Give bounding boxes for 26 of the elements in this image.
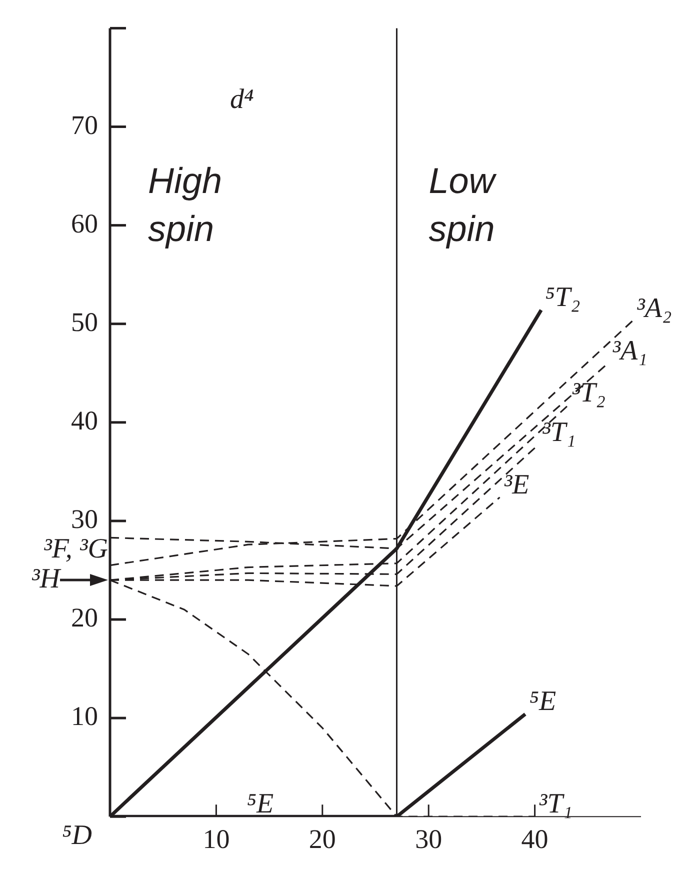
annotation: ⁵D	[62, 820, 92, 851]
y-tick-label: 50	[71, 306, 98, 337]
text: d⁴	[230, 84, 254, 116]
annotation: Low spin	[428, 160, 497, 250]
annotation: ⁵E	[246, 788, 274, 820]
x-tick-label: 30	[415, 824, 442, 854]
annotation: ³E	[504, 469, 530, 500]
y-tick-label: 10	[71, 701, 98, 732]
annotation: ⁵T₂	[545, 282, 580, 314]
annotation: ⁵E	[529, 686, 556, 718]
annotation: ³T₁	[542, 417, 576, 448]
text: ³F, ³G	[43, 533, 108, 564]
y-tick-label: 60	[71, 208, 98, 238]
y-tick-label: 70	[71, 110, 98, 140]
x-tick-label: 40	[521, 824, 548, 854]
y-tick-label: 40	[71, 405, 98, 436]
annotation: ³H	[31, 563, 62, 594]
annotation: ³T₁	[538, 788, 573, 820]
y-tick-label: 20	[71, 602, 98, 633]
annotation: ³A₁	[612, 335, 648, 366]
annotation: ³A₂	[636, 292, 672, 324]
x-tick-label: 20	[308, 824, 336, 854]
annotation: High spin	[148, 160, 222, 250]
y-tick-label: 30	[71, 504, 98, 534]
annotation: ³T₂	[572, 378, 606, 409]
x-tick-label: 10	[202, 824, 230, 854]
